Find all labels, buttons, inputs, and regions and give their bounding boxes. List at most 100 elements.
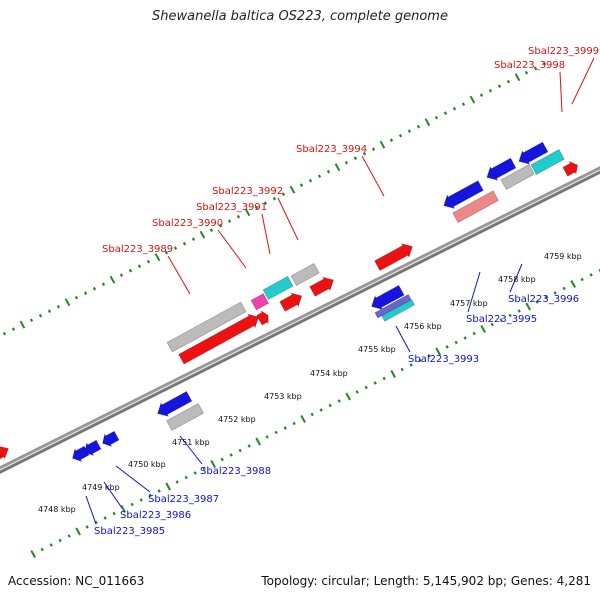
- tick-minor: [517, 309, 521, 313]
- tick-minor: [184, 475, 188, 480]
- tick-minor: [74, 295, 79, 300]
- tick-minor: [364, 385, 368, 390]
- gene-label-bottom: Sbal223_3987: [148, 494, 219, 505]
- tick-minor: [371, 147, 376, 151]
- gene-blue: [443, 180, 484, 210]
- tick-minor: [497, 84, 502, 88]
- tick-minor: [56, 304, 61, 309]
- tick-minor: [274, 430, 278, 435]
- gene-label-top: Sbal223_3998: [494, 60, 565, 71]
- tick-minor: [524, 70, 529, 75]
- tick-minor: [94, 520, 98, 525]
- gene-blue: [486, 157, 517, 181]
- tick-minor: [92, 286, 97, 291]
- backbone-line-inner: [0, 170, 600, 474]
- tick-minor: [398, 133, 403, 138]
- leader-line-top: [217, 229, 247, 269]
- tick-minor: [103, 516, 107, 520]
- tick-major: [469, 95, 476, 104]
- tick-minor: [452, 106, 457, 111]
- gene-red: [178, 313, 260, 365]
- leader-line-bottom: [509, 263, 523, 293]
- gene-label-bottom: Sbal223_3988: [200, 466, 271, 477]
- gene-labels: Sbal223_3999 Sbal223_3998 Sbal223_3994 Sbal…: [94, 46, 599, 537]
- gene-blue: [371, 284, 405, 310]
- kbp-label: 4759 kbp: [544, 252, 582, 261]
- tick-minor: [326, 169, 331, 174]
- leader-line-top: [167, 255, 191, 295]
- gene-cyan: [381, 299, 416, 322]
- tick-minor: [308, 178, 313, 183]
- tick-minor: [128, 268, 133, 273]
- tick-minor: [173, 246, 178, 250]
- kbp-label: 4748 kbp: [38, 505, 76, 514]
- tick-major: [30, 549, 36, 558]
- tick-minor: [137, 264, 142, 268]
- tick-major: [165, 482, 171, 491]
- kbp-label: 4756 kbp: [404, 322, 442, 331]
- kbp-label: 4749 kbp: [82, 483, 120, 492]
- leader-line-bottom: [467, 271, 481, 313]
- tick-major: [525, 302, 531, 311]
- tick-minor: [562, 286, 566, 291]
- tick-minor: [85, 525, 89, 529]
- leader-line-bottom: [179, 435, 203, 465]
- leader-line-top: [261, 213, 271, 255]
- topology-text: Topology: circular; Length: 5,145,902 bp…: [261, 574, 591, 588]
- gene-blue: [518, 141, 549, 165]
- gene-salmon: [452, 190, 500, 224]
- tick-minor: [227, 219, 232, 223]
- leader-line-bottom: [395, 325, 411, 353]
- tick-minor: [488, 88, 493, 93]
- tick-minor: [409, 363, 413, 367]
- tick-minor: [533, 66, 538, 70]
- backbone-line-outer: [0, 166, 600, 470]
- gene-cyan: [530, 148, 565, 176]
- tick-minor: [247, 444, 251, 448]
- genome-backbone: [0, 166, 600, 474]
- gene-label-top: Sbal223_3989: [102, 244, 173, 255]
- tick-minor: [479, 93, 484, 97]
- gene-red: [0, 446, 9, 460]
- tick-minor: [83, 291, 88, 295]
- gene-label-top: Sbal223_3991: [196, 202, 267, 213]
- gene-gray: [500, 163, 535, 191]
- tick-major: [109, 275, 116, 284]
- tick-minor: [389, 138, 394, 142]
- tick-minor: [373, 381, 377, 385]
- gene-gray: [290, 262, 320, 287]
- tick-major: [570, 279, 576, 288]
- tick-minor: [209, 228, 214, 232]
- tick-minor: [418, 358, 422, 363]
- tick-minor: [344, 160, 349, 165]
- kbp-label: 4750 kbp: [128, 460, 166, 469]
- tick-minor: [283, 426, 287, 430]
- tick-minor: [164, 250, 169, 255]
- leader-line-bottom: [115, 465, 151, 493]
- tick-minor: [182, 241, 187, 246]
- gene-red: [374, 243, 413, 272]
- tick-minor: [319, 408, 323, 412]
- kbp-labels: 4748 kbp 4749 kbp 4750 kbp 4751 kbp 4752 kbp…: [38, 252, 582, 514]
- tick-major: [210, 459, 216, 468]
- tick-minor: [157, 489, 161, 493]
- gene-gray: [166, 301, 247, 353]
- leader-line-top: [571, 57, 595, 105]
- tick-minor: [193, 471, 197, 475]
- tick-minor: [472, 331, 476, 336]
- tick-minor: [58, 538, 62, 543]
- tick-minor: [416, 124, 421, 129]
- kbp-label: 4753 kbp: [264, 392, 302, 401]
- tick-minor: [119, 273, 124, 277]
- tick-minor: [490, 322, 494, 327]
- tick-minor: [362, 151, 367, 156]
- leader-line-top: [361, 155, 385, 197]
- tick-major: [75, 527, 81, 536]
- tick-major: [379, 140, 386, 149]
- tick-major: [390, 369, 396, 378]
- gene-label-top: Sbal223_3990: [152, 218, 223, 229]
- gene-features: [0, 141, 579, 463]
- tick-minor: [202, 466, 206, 471]
- gene-label-top: Sbal223_3992: [212, 186, 283, 197]
